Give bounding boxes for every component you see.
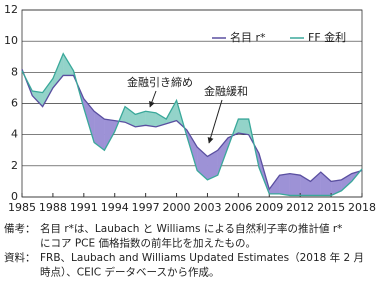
x-tick-label: 1988 (39, 201, 67, 214)
note-text: にコア PCE 価格指数の前年比を加えたもの。 (40, 237, 256, 250)
y-tick-label: 12 (4, 3, 18, 16)
y-tick-label: 0 (11, 190, 18, 203)
x-tick-label: 2003 (193, 201, 221, 214)
note-label: 備考： (4, 222, 36, 235)
note-text: 時点）、CEIC データベースから作成。 (40, 266, 219, 279)
legend-label: FF 金利 (308, 30, 346, 44)
x-tick-label: 2012 (286, 201, 314, 214)
fill-group (21, 9, 363, 198)
x-tick-label: 1985 (8, 201, 36, 214)
plot-frame (21, 9, 363, 198)
x-tick-label: 1994 (101, 201, 129, 214)
y-tick-label: 10 (4, 34, 18, 47)
gap-fill (279, 173, 291, 196)
x-tick-label: 1997 (132, 201, 160, 214)
x-tick-label: 2009 (255, 201, 283, 214)
annotation: 金融引き締め (127, 75, 193, 89)
gap-fill (289, 173, 301, 196)
y-tick-label: 8 (11, 65, 18, 78)
annotation: 金融緩和 (204, 84, 248, 98)
legend-label: 名目 r* (230, 30, 266, 44)
gap-fill (320, 171, 332, 196)
x-tick-label: 2006 (224, 201, 252, 214)
gap-fill (145, 111, 157, 128)
x-tick-label: 1991 (70, 201, 98, 214)
y-tick-label: 6 (11, 97, 18, 110)
x-tick-label: 2018 (348, 201, 376, 214)
x-tick-label: 2000 (163, 201, 191, 214)
note-text: 名目 r*は、Laubach と Williams による自然利子率の推計値 r… (40, 222, 342, 235)
note-text: FRB、Laubach and Williams Updated Estimat… (40, 251, 364, 264)
x-tick-label: 2015 (317, 201, 345, 214)
gap-fill (238, 118, 249, 135)
y-tick-label: 2 (11, 159, 18, 172)
annotation-arrow (149, 90, 157, 108)
series-line (21, 52, 363, 197)
gap-fill (42, 78, 54, 107)
y-tick-label: 4 (11, 128, 18, 141)
note-label: 資料： (4, 251, 36, 264)
gap-fill (310, 171, 321, 196)
annotation-arrow (207, 99, 223, 144)
